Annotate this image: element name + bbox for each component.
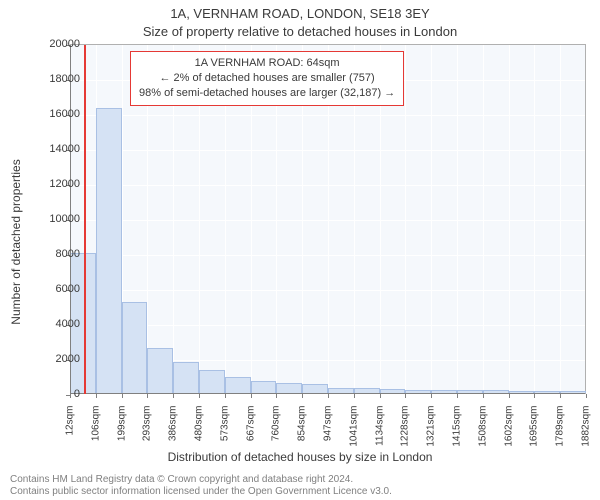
ytick-label: 12000 <box>30 178 80 190</box>
gridline-v <box>405 45 406 394</box>
xtick-mark <box>380 394 381 398</box>
plot-area: 1A VERNHAM ROAD: 64sqm← 2% of detached h… <box>70 44 586 394</box>
xtick-label: 1134sqm <box>374 406 385 454</box>
ytick-label: 4000 <box>30 318 80 330</box>
xtick-label: 947sqm <box>323 406 334 454</box>
gridline-v <box>431 45 432 394</box>
xtick-label: 199sqm <box>116 406 127 454</box>
histogram-bar <box>199 370 225 393</box>
xtick-mark <box>560 394 561 398</box>
xtick-label: 1321sqm <box>426 406 437 454</box>
xtick-label: 1789sqm <box>555 406 566 454</box>
xtick-mark <box>251 394 252 398</box>
xtick-label: 106sqm <box>90 406 101 454</box>
xtick-mark <box>509 394 510 398</box>
footer-line1: Contains HM Land Registry data © Crown c… <box>10 474 590 486</box>
xtick-label: 386sqm <box>168 406 179 454</box>
gridline-v <box>560 45 561 394</box>
xtick-label: 1415sqm <box>452 406 463 454</box>
xtick-label: 1228sqm <box>400 406 411 454</box>
histogram-bar <box>147 348 173 394</box>
xtick-mark <box>534 394 535 398</box>
xtick-label: 1041sqm <box>348 406 359 454</box>
xtick-mark <box>483 394 484 398</box>
ytick-label: 0 <box>30 388 80 400</box>
ytick-label: 8000 <box>30 248 80 260</box>
xtick-label: 760sqm <box>271 406 282 454</box>
marker-line <box>84 45 86 394</box>
histogram-bar <box>96 108 122 393</box>
xtick-label: 1882sqm <box>581 406 592 454</box>
gridline-v <box>534 45 535 394</box>
gridline-v <box>509 45 510 394</box>
annotation-line: 1A VERNHAM ROAD: 64sqm <box>139 56 395 71</box>
xtick-mark <box>328 394 329 398</box>
xtick-label: 854sqm <box>297 406 308 454</box>
page-title-line2: Size of property relative to detached ho… <box>0 24 600 39</box>
ytick-label: 6000 <box>30 283 80 295</box>
xtick-mark <box>225 394 226 398</box>
annotation-line: ← 2% of detached houses are smaller (757… <box>139 71 395 86</box>
xtick-label: 12sqm <box>65 406 76 454</box>
xtick-mark <box>173 394 174 398</box>
histogram-bar <box>251 381 277 393</box>
xtick-mark <box>147 394 148 398</box>
ytick-label: 16000 <box>30 108 80 120</box>
histogram-bar <box>276 383 302 394</box>
gridline-v <box>457 45 458 394</box>
xtick-mark <box>457 394 458 398</box>
histogram-bar <box>302 384 328 393</box>
xtick-mark <box>199 394 200 398</box>
xtick-label: 480sqm <box>194 406 205 454</box>
page-title-line1: 1A, VERNHAM ROAD, LONDON, SE18 3EY <box>0 6 600 21</box>
xtick-label: 667sqm <box>245 406 256 454</box>
xtick-mark <box>302 394 303 398</box>
histogram-bar <box>225 377 251 393</box>
xtick-mark <box>586 394 587 398</box>
xtick-label: 573sqm <box>219 406 230 454</box>
xtick-label: 1695sqm <box>529 406 540 454</box>
gridline-v <box>483 45 484 394</box>
xtick-mark <box>96 394 97 398</box>
ytick-label: 14000 <box>30 143 80 155</box>
xtick-label: 293sqm <box>142 406 153 454</box>
ytick-label: 18000 <box>30 73 80 85</box>
xtick-mark <box>122 394 123 398</box>
histogram-bar <box>173 362 199 394</box>
annotation-box: 1A VERNHAM ROAD: 64sqm← 2% of detached h… <box>130 51 404 106</box>
xtick-mark <box>276 394 277 398</box>
annotation-line: 98% of semi-detached houses are larger (… <box>139 86 395 101</box>
x-axis-label: Distribution of detached houses by size … <box>0 450 600 464</box>
ytick-label: 2000 <box>30 353 80 365</box>
xtick-mark <box>354 394 355 398</box>
chart-root: 1A, VERNHAM ROAD, LONDON, SE18 3EY Size … <box>0 0 600 500</box>
xtick-mark <box>431 394 432 398</box>
xtick-label: 1602sqm <box>503 406 514 454</box>
y-axis-label: Number of detached properties <box>9 152 23 332</box>
footer-line2: Contains public sector information licen… <box>10 486 590 498</box>
xtick-label: 1508sqm <box>477 406 488 454</box>
histogram-bar <box>122 302 148 393</box>
xtick-mark <box>405 394 406 398</box>
footer: Contains HM Land Registry data © Crown c… <box>10 474 590 498</box>
ytick-label: 20000 <box>30 38 80 50</box>
ytick-label: 10000 <box>30 213 80 225</box>
